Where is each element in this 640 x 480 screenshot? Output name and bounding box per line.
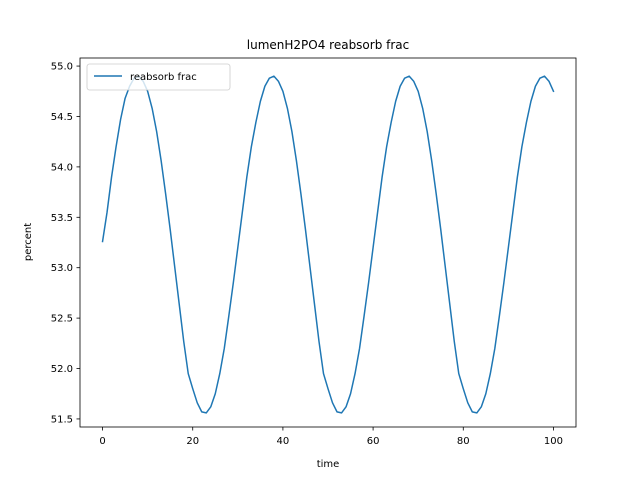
- y-tick-label: 54.5: [51, 112, 73, 123]
- x-axis-label: time: [317, 459, 340, 470]
- x-tick-label: 80: [457, 436, 470, 447]
- x-tick-label: 0: [99, 436, 105, 447]
- x-tick-label: 40: [277, 436, 290, 447]
- chart-title: lumenH2PO4 reabsorb frac: [247, 38, 410, 52]
- x-tick-label: 100: [544, 436, 563, 447]
- y-tick-label: 54.0: [51, 162, 73, 173]
- y-tick-label: 52.0: [51, 364, 73, 375]
- axes-frame: [79, 57, 577, 428]
- y-tick-label: 52.5: [51, 314, 73, 325]
- legend-box: [86, 63, 231, 91]
- y-axis-label: percent: [23, 223, 34, 261]
- plot-area: 0 20 40 60 80 100 51.5 52.0 52.5 53.0 53.5 54.0 54.5…: [51, 57, 577, 447]
- y-tick-label: 51.5: [51, 414, 73, 425]
- legend-label: reabsorb frac: [130, 72, 197, 83]
- y-tick-label: 55.0: [51, 62, 73, 73]
- x-tick-label: 20: [186, 436, 199, 447]
- y-tick-label: 53.5: [51, 213, 73, 224]
- x-tick-label: 60: [367, 436, 380, 447]
- series-line-0: [101, 75, 555, 414]
- y-tick-label: 53.0: [51, 263, 73, 274]
